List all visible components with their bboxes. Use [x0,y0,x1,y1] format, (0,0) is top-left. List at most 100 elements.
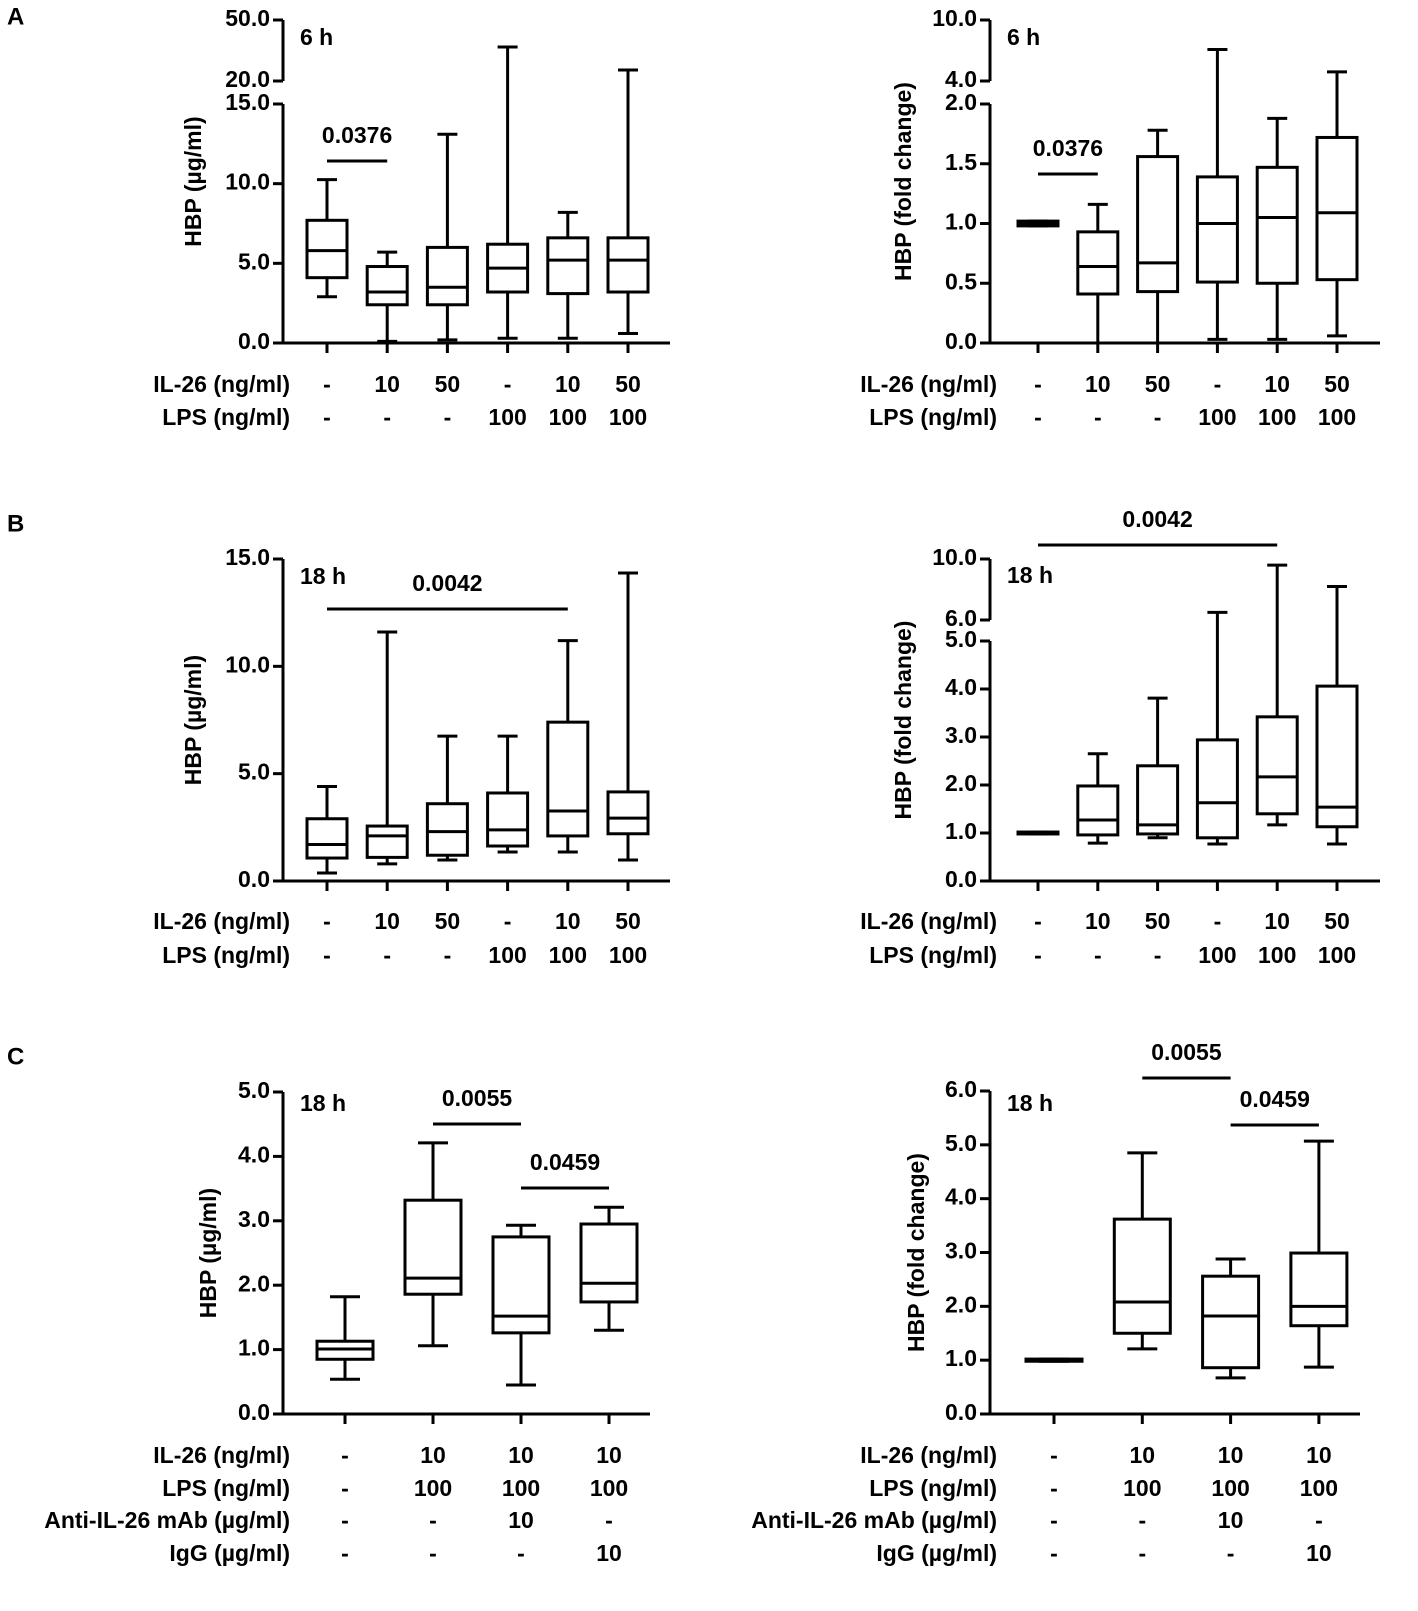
condition-value: - [605,1507,613,1533]
condition-value: - [1050,1475,1058,1501]
condition-value: - [341,1540,349,1566]
condition-value: - [504,371,512,397]
condition-value: 50 [615,908,641,934]
box [1195,175,1239,284]
condition-value: 100 [414,1475,452,1501]
condition-value: - [1050,1540,1058,1566]
p-value: 0.0042 [1122,506,1192,532]
box [606,236,650,294]
condition-label: IL-26 (ng/ml) [860,371,997,397]
box [403,1198,463,1296]
condition-value: 10 [1264,371,1290,397]
p-value: 0.0055 [442,1085,513,1111]
condition-value: 50 [1145,371,1171,397]
condition-value: - [429,1540,437,1566]
y-tick-label: 15.0 [225,89,270,115]
y-axis-label: HBP (µg/ml) [180,116,206,246]
p-value: 0.0459 [530,1149,600,1175]
condition-value: 100 [1258,404,1296,430]
y-axis-label: HBP (µg/ml) [195,1188,221,1318]
condition-value: 100 [1318,942,1356,968]
condition-value: - [1154,942,1162,968]
condition-value: 10 [1218,1442,1244,1468]
panel-label: A [7,3,24,30]
condition-value: - [1227,1540,1235,1566]
condition-value: 10 [1218,1507,1244,1533]
condition-value: 50 [1324,908,1350,934]
annotation: 18 h [1007,562,1053,588]
condition-value: 100 [502,1475,540,1501]
condition-label: LPS (ng/ml) [162,1475,290,1501]
condition-label: IL-26 (ng/ml) [860,908,997,934]
y-tick-label: 3.0 [238,1206,270,1232]
y-axis-label: HBP (fold change) [890,621,916,820]
condition-value: 100 [1198,942,1236,968]
annotation: 18 h [300,1090,346,1116]
condition-value: 50 [435,908,461,934]
box [491,1235,551,1335]
condition-value: 10 [555,371,581,397]
y-axis-label: HBP (fold change) [903,1153,929,1352]
condition-value: - [1050,1442,1058,1468]
condition-value: 100 [488,942,526,968]
condition-label: IL-26 (ng/ml) [860,1442,997,1468]
box [305,218,349,280]
condition-value: 10 [420,1442,446,1468]
condition-value: 50 [435,371,461,397]
y-tick-label: 0.5 [945,268,977,294]
box [1289,1251,1349,1328]
condition-value: 100 [488,404,526,430]
box [305,817,349,860]
condition-value: - [323,404,331,430]
box [1076,784,1120,837]
panel-label: C [7,1043,24,1070]
condition-label: IL-26 (ng/ml) [153,371,290,397]
condition-value: - [341,1442,349,1468]
box [365,824,409,859]
y-tick-label: 15.0 [225,544,270,570]
condition-value: - [341,1475,349,1501]
y-axis-label: HBP (fold change) [890,82,916,281]
condition-label: LPS (ng/ml) [869,1475,997,1501]
y-tick-label: 5.0 [945,626,977,652]
condition-value: - [341,1507,349,1533]
condition-label: IgG (µg/ml) [876,1540,997,1566]
condition-value: - [517,1540,525,1566]
y-axis-label: HBP (µg/ml) [180,655,206,785]
condition-value: - [1094,942,1102,968]
condition-value: - [444,404,452,430]
condition-value: 100 [1258,942,1296,968]
box [1255,715,1299,816]
p-value: 0.0055 [1151,1039,1222,1065]
condition-value: 10 [1306,1540,1332,1566]
y-tick-label: 3.0 [945,1238,977,1264]
condition-value: 100 [590,1475,628,1501]
condition-value: 10 [1264,908,1290,934]
y-tick-label: 50.0 [225,5,270,31]
y-tick-label: 10.0 [225,169,270,195]
y-tick-label: 0.0 [945,866,977,892]
annotation: 6 h [300,24,333,50]
condition-value: 100 [1123,1475,1161,1501]
condition-value: - [323,942,331,968]
condition-value: 100 [549,404,587,430]
y-tick-label: 0.0 [238,328,270,354]
p-value: 0.0459 [1240,1086,1310,1112]
condition-value: - [383,404,391,430]
y-tick-label: 1.0 [945,818,977,844]
condition-label: LPS (ng/ml) [869,942,997,968]
condition-value: 10 [1085,371,1111,397]
condition-value: 100 [1300,1475,1338,1501]
y-tick-label: 3.0 [945,722,977,748]
p-value: 0.0376 [1033,135,1103,161]
y-tick-label: 6.0 [945,605,977,631]
y-tick-label: 4.0 [945,1184,977,1210]
condition-value: - [1154,404,1162,430]
annotation: 6 h [1007,24,1040,50]
box [1136,764,1180,836]
y-tick-label: 10.0 [932,544,977,570]
condition-value: 10 [374,371,400,397]
condition-label: LPS (ng/ml) [869,404,997,430]
condition-value: 100 [1198,404,1236,430]
condition-label: Anti-IL-26 mAb (µg/ml) [44,1507,290,1533]
